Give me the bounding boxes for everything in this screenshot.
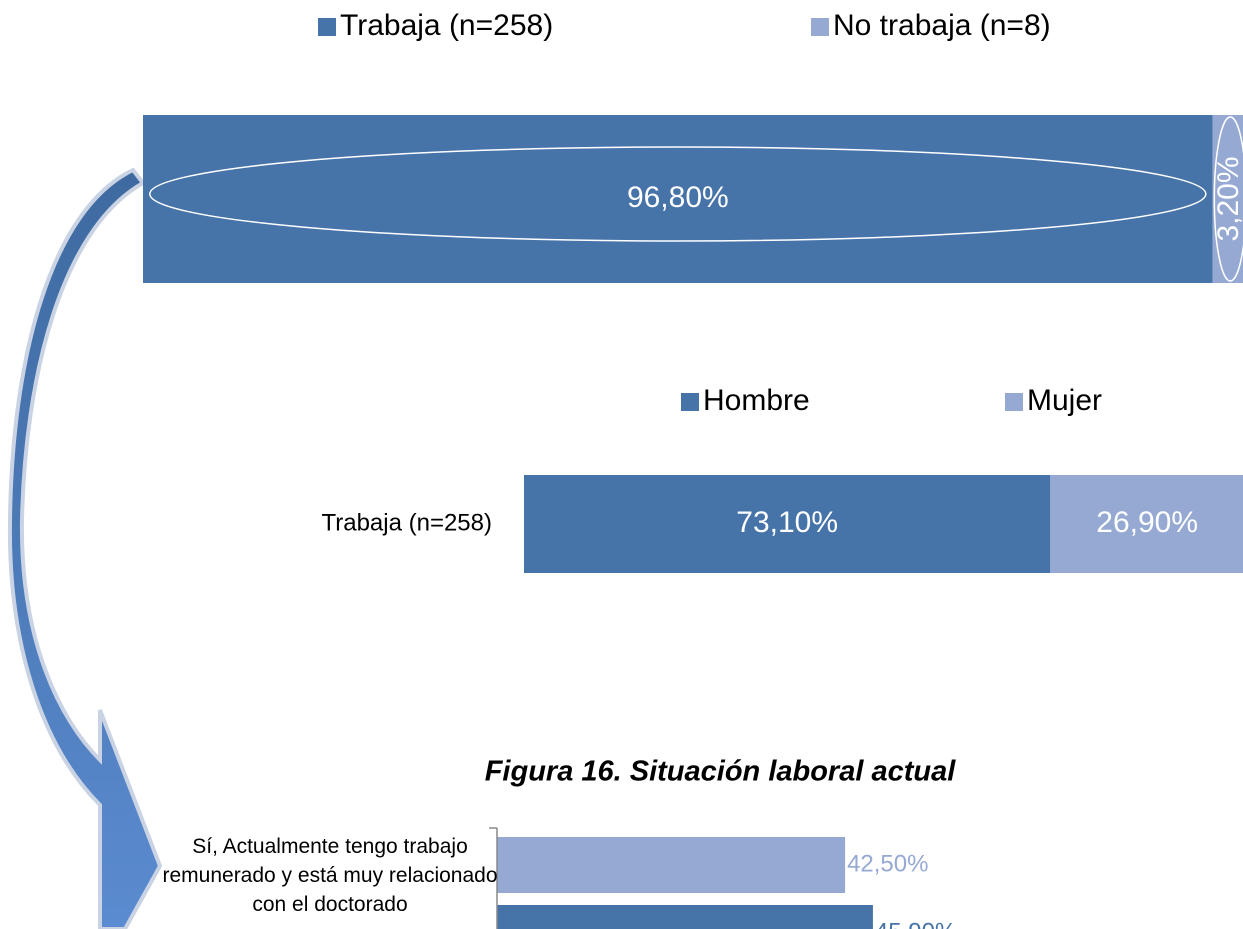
bar xyxy=(524,475,1051,573)
bar xyxy=(1050,475,1243,573)
legend-swatch xyxy=(811,18,829,36)
bar xyxy=(497,905,873,929)
bar xyxy=(143,115,1213,283)
legend-swatch xyxy=(1005,393,1023,411)
legend-swatch xyxy=(318,18,336,36)
caption: Figura 16. Situación laboral actual xyxy=(485,756,957,788)
legend-label: Mujer xyxy=(1027,384,1102,417)
category-label: Sí, Actualmente tengo trabajo remunerado… xyxy=(162,835,498,916)
legend-label: Hombre xyxy=(703,384,810,417)
value-label: 3,20% xyxy=(1212,156,1243,241)
value-label: 73,10% xyxy=(736,506,838,539)
bar xyxy=(497,837,846,893)
value-label: 45,90% xyxy=(875,918,956,929)
value-label: 26,90% xyxy=(1096,506,1198,539)
value-label: 96,80% xyxy=(627,181,729,214)
bar xyxy=(1212,115,1243,283)
legend-label: No trabaja (n=8) xyxy=(833,9,1051,42)
legend-label: Trabaja (n=258) xyxy=(340,9,553,42)
label-outline xyxy=(1213,116,1243,282)
label-outline xyxy=(149,146,1207,242)
category-label: Trabaja (n=258) xyxy=(321,509,492,536)
legend-swatch xyxy=(681,393,699,411)
value-label: 42,50% xyxy=(847,850,928,877)
arrow xyxy=(7,167,163,929)
